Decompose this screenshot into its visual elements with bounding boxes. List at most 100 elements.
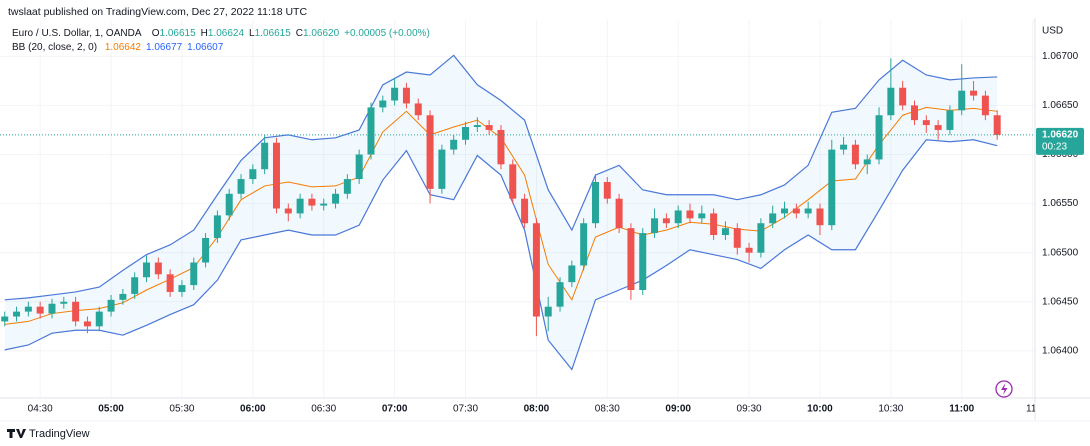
candle-body [190, 262, 198, 286]
candle-body [296, 198, 304, 214]
y-tick-label: 1.06400 [1042, 346, 1079, 357]
ohlc-label: H [201, 28, 208, 39]
indicator-name: BB (20, close, 2, 0) [12, 42, 97, 53]
candle-body [698, 213, 706, 219]
candle-body [828, 149, 836, 226]
x-tick-label: 08:00 [524, 404, 550, 415]
candle-body [721, 228, 729, 236]
candle-body [107, 299, 115, 312]
candle-body [367, 107, 375, 155]
y-tick-label: 1.06450 [1042, 296, 1079, 307]
candle-body [284, 208, 292, 214]
y-tick-label: 1.06550 [1042, 198, 1079, 209]
candle-body [769, 213, 777, 224]
candle-body [24, 306, 32, 312]
candle-body [804, 208, 812, 214]
candle-body [166, 274, 174, 292]
x-tick-label: 09:00 [665, 404, 691, 415]
candle-body [83, 321, 91, 327]
candle-body [792, 208, 800, 214]
candle-body [402, 87, 410, 104]
candle-body [899, 87, 907, 106]
candle-body [934, 125, 942, 130]
last-price-box [1036, 127, 1084, 155]
legend-indicator: BB (20, close, 2, 0) 1.06642 1.06677 1.066… [12, 42, 224, 53]
candle-body [154, 262, 162, 275]
candle-body [426, 115, 434, 189]
candle-body [922, 120, 930, 126]
candle-body [710, 213, 718, 236]
candle-body [202, 237, 210, 263]
plot-area [0, 20, 1035, 398]
candle-body [993, 115, 1001, 135]
candle-body [981, 95, 989, 116]
candle-body [497, 129, 505, 165]
candle-body [887, 87, 895, 116]
candle-body [13, 311, 21, 317]
candle-body [308, 198, 316, 206]
candle-body [875, 115, 883, 160]
x-tick-label: 07:00 [382, 404, 408, 415]
candle-body [272, 142, 280, 209]
x-tick-label: 11:00 [949, 404, 974, 415]
x-tick-label: 09:30 [737, 404, 762, 415]
last-price-label: 1.06620 [1042, 130, 1079, 141]
band-lower [4, 139, 998, 371]
candle-body [816, 208, 824, 226]
candle-body [450, 139, 458, 150]
candle-body [757, 223, 765, 253]
alert-icon[interactable] [995, 380, 1013, 398]
candle-body [379, 100, 387, 108]
candle-body [509, 164, 517, 199]
brand: TradingView [29, 428, 90, 440]
x-tick-label: 10:00 [807, 404, 833, 415]
alert-icon-bolt [1001, 383, 1008, 395]
indicator-value: 1.06642 [105, 42, 142, 53]
candle-body [568, 265, 576, 283]
candle-body [131, 277, 139, 294]
candle-body [521, 198, 529, 224]
ohlc-value: 1.06620 [303, 28, 340, 39]
x-axis-labels: 04:30 05:00 05:30 06:00 06:30 07:00 07:30 08:00… [28, 404, 1035, 415]
y-tick-label: 1.06650 [1042, 100, 1079, 111]
indicator-value: 1.06607 [187, 42, 224, 53]
candle-body [946, 110, 954, 130]
candle-body [343, 179, 351, 194]
indicator-value: 1.06677 [146, 42, 183, 53]
candle-body [627, 228, 635, 290]
candle-body [391, 87, 399, 101]
candle-body [414, 103, 422, 116]
candle-body [332, 193, 340, 204]
candle-body [958, 90, 966, 111]
candle-body [733, 228, 741, 248]
x-tick-label: 04:30 [28, 404, 53, 415]
candle-body [910, 105, 918, 121]
candle-body [970, 90, 978, 96]
band-upper [4, 54, 998, 301]
candle-body [674, 210, 682, 224]
candle-body [544, 306, 552, 317]
x-tick-label: 08:30 [595, 404, 620, 415]
candle-body [1, 316, 9, 322]
candle-body [95, 311, 103, 327]
ohlc-label: L [249, 28, 255, 39]
candle-body [863, 159, 871, 165]
candle-body [249, 169, 257, 180]
candle-body [603, 182, 611, 199]
candle-body [686, 210, 694, 219]
ohlc-label: C [296, 28, 303, 39]
candle-body [781, 208, 789, 214]
candle-body [651, 218, 659, 234]
candle-body [143, 262, 151, 278]
candle-body [580, 223, 588, 266]
y-tick-label: 1.06700 [1042, 51, 1079, 62]
candle-body [261, 142, 269, 170]
symbol: Euro / U.S. Dollar, 1, OANDA [12, 28, 142, 39]
candle-body [840, 144, 848, 150]
candle-body [662, 218, 670, 224]
ohlc-value: 1.06615 [160, 28, 197, 39]
candle-body [178, 285, 186, 292]
brand-logo [7, 429, 26, 438]
ohlc-label: O [152, 28, 160, 39]
